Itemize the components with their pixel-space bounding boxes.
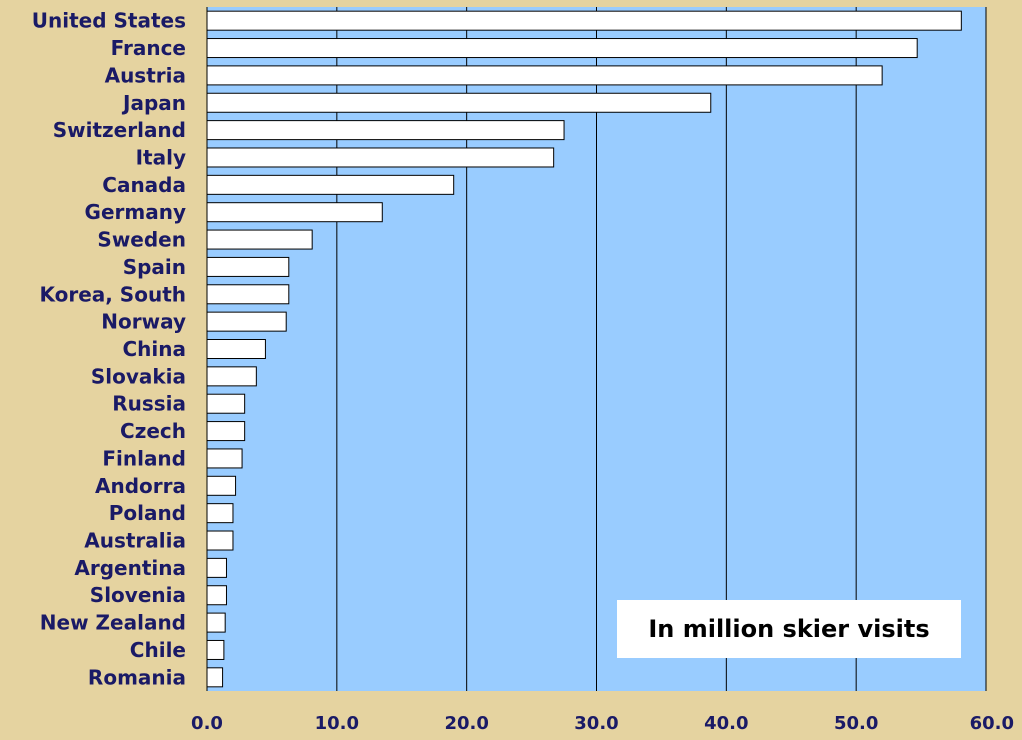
- bar: [206, 639, 225, 660]
- category-label: Switzerland: [53, 118, 186, 142]
- x-tick-label: 30.0: [574, 713, 618, 734]
- bar: [206, 393, 246, 414]
- category-label: Canada: [102, 173, 186, 197]
- category-label: Slovenia: [90, 583, 186, 607]
- x-tick-label: 10.0: [315, 713, 359, 734]
- category-label: Germany: [85, 200, 186, 224]
- category-label: Argentina: [74, 556, 186, 580]
- category-label: Czech: [120, 419, 186, 443]
- category-label: Finland: [102, 446, 186, 470]
- bar: [206, 557, 227, 578]
- category-label: Andorra: [95, 474, 186, 498]
- bar: [206, 92, 712, 113]
- bar: [206, 256, 290, 277]
- x-tick-label: 50.0: [834, 713, 878, 734]
- bar: [206, 667, 224, 688]
- bar: [206, 174, 455, 195]
- bar: [206, 421, 246, 442]
- bar: [206, 448, 243, 469]
- x-tick-label: 40.0: [704, 713, 748, 734]
- category-label: France: [111, 36, 186, 60]
- category-label: Slovakia: [91, 364, 186, 388]
- category-label: Sweden: [97, 228, 186, 252]
- category-labels: United States France Austria Japan Switzerla…: [32, 9, 186, 690]
- bar: [206, 612, 226, 633]
- bars: [206, 10, 962, 688]
- bar: [206, 503, 234, 524]
- bar: [206, 38, 918, 59]
- annotation-box: In million skier visits: [617, 600, 961, 658]
- category-label: Austria: [105, 63, 186, 87]
- bar: [206, 65, 883, 86]
- category-label: Japan: [121, 91, 186, 115]
- annotation-text: In million skier visits: [648, 615, 929, 643]
- category-label: Romania: [88, 665, 186, 689]
- category-label: Australia: [84, 529, 186, 553]
- category-label: Norway: [101, 310, 186, 334]
- x-tick-label: 0.0: [191, 713, 223, 734]
- category-label: Spain: [123, 255, 186, 279]
- x-tick-labels: 0.0 10.0 20.0 30.0 40.0 50.0 60.0: [191, 713, 1014, 734]
- bar: [206, 475, 237, 496]
- bar: [206, 284, 290, 305]
- category-label: Korea, South: [39, 282, 186, 306]
- x-tick-label: 20.0: [444, 713, 488, 734]
- bar: [206, 530, 234, 551]
- category-label: New Zealand: [40, 611, 186, 635]
- bar: [206, 10, 962, 31]
- bar: [206, 202, 383, 223]
- bar: [206, 120, 565, 141]
- bar: [206, 339, 266, 359]
- category-label: Chile: [130, 638, 186, 662]
- bar: [206, 229, 313, 250]
- category-label: Poland: [109, 501, 186, 525]
- bar: [206, 147, 555, 168]
- category-label: United States: [32, 9, 186, 33]
- bar: [206, 311, 287, 332]
- x-tick-label: 60.0: [970, 713, 1014, 734]
- bar: [206, 366, 257, 387]
- bar: [206, 585, 227, 606]
- category-label: Italy: [136, 145, 186, 169]
- category-label: Russia: [112, 392, 186, 416]
- category-label: China: [122, 337, 186, 361]
